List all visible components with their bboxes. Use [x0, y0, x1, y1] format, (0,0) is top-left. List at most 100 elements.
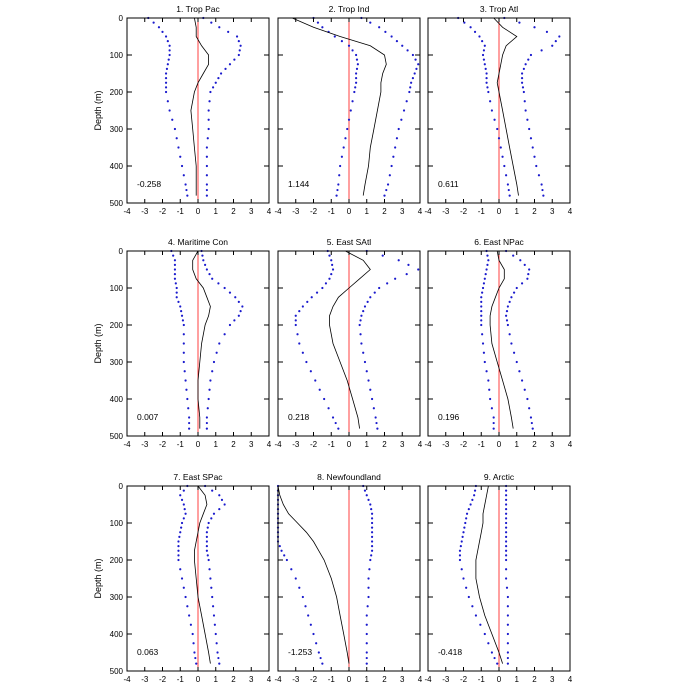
x-tick-label: -4 — [274, 675, 282, 684]
bound-dot — [529, 416, 533, 419]
bound-dot — [205, 531, 208, 534]
bound-dot — [211, 370, 214, 373]
bound-dot — [407, 263, 410, 266]
bound-dot — [506, 642, 509, 645]
bound-dot — [413, 72, 416, 75]
x-tick-label: -2 — [460, 675, 468, 684]
panel-title: 7. East SPac — [173, 472, 223, 482]
x-tick-label: -3 — [292, 675, 300, 684]
bound-dot — [349, 109, 352, 112]
x-tick-label: 3 — [550, 440, 555, 449]
bound-dot — [301, 305, 304, 308]
bound-dot — [480, 319, 483, 322]
bound-dot — [340, 155, 343, 158]
bound-dot — [294, 577, 297, 580]
bound-dot — [505, 498, 508, 501]
bound-dot — [205, 416, 208, 419]
bound-dot — [490, 651, 493, 654]
bound-dot — [186, 194, 189, 197]
bound-dot — [180, 498, 184, 501]
bound-dot — [486, 254, 489, 257]
bound-dot — [202, 259, 205, 262]
bound-dot — [177, 554, 180, 557]
bound-dot — [505, 319, 509, 322]
bound-dot — [482, 351, 486, 354]
x-tick-label: -1 — [328, 440, 336, 449]
y-tick-label: 200 — [110, 321, 124, 330]
bound-dot — [223, 286, 226, 290]
x-tick-label: -3 — [141, 675, 149, 684]
bound-dot — [365, 632, 368, 636]
bound-dot — [366, 605, 369, 608]
bound-dot — [527, 273, 530, 276]
bound-dot — [401, 44, 404, 47]
bound-dot — [328, 254, 331, 257]
mean-profile-line — [329, 250, 371, 429]
x-tick-label: 2 — [382, 207, 387, 216]
bound-dot — [531, 146, 534, 149]
bound-dot — [177, 558, 180, 562]
bound-dot — [333, 35, 336, 38]
bound-dot — [237, 300, 240, 303]
bound-dot — [206, 526, 209, 529]
bound-dot — [365, 662, 368, 665]
bound-dot — [314, 379, 317, 382]
x-tick-label: -1 — [177, 675, 185, 684]
panel-2: 2. Trop Ind -4 -3 -2 -1 0 1 2 3 4 1.144 — [274, 4, 422, 216]
bound-dot — [369, 388, 372, 391]
panel-value-label: 0.063 — [137, 647, 159, 657]
x-tick-label: -3 — [292, 207, 300, 216]
bound-dot — [182, 174, 185, 177]
bound-dot — [484, 273, 487, 276]
bound-dot — [214, 81, 217, 84]
bound-dot — [179, 155, 182, 158]
x-tick-label: 0 — [347, 440, 352, 449]
bound-dot — [321, 286, 324, 290]
bound-dot — [409, 86, 412, 89]
bound-dot — [205, 540, 208, 543]
bound-dot — [394, 277, 397, 280]
x-tick-label: 1 — [515, 207, 520, 216]
bound-dot — [294, 314, 297, 317]
bound-dot — [408, 90, 411, 94]
bound-dot — [354, 86, 357, 89]
bound-dot — [480, 300, 483, 303]
bound-dot — [185, 188, 188, 192]
bound-dot — [355, 53, 358, 57]
bound-dot — [315, 642, 318, 645]
upper-bound-series — [505, 484, 509, 665]
bound-dot — [487, 642, 490, 645]
bound-dot — [505, 568, 508, 571]
bound-dot — [177, 549, 180, 552]
panel-title: 5. East SAtl — [327, 237, 372, 247]
bound-dot — [505, 526, 508, 529]
bound-dot — [205, 421, 208, 425]
x-tick-label: -2 — [310, 207, 318, 216]
bound-dot — [180, 526, 183, 529]
bound-dot — [372, 407, 375, 410]
bound-dot — [168, 53, 171, 57]
bound-dot — [520, 282, 524, 285]
bound-dot — [182, 323, 185, 327]
bound-dot — [171, 118, 174, 121]
panel-value-label: -0.418 — [438, 647, 462, 657]
bound-dot — [369, 296, 372, 299]
bound-dot — [483, 360, 486, 364]
bound-dot — [510, 342, 513, 345]
bound-dot — [522, 90, 525, 94]
y-tick-label: 500 — [110, 667, 124, 676]
bound-dot — [471, 605, 474, 608]
bound-dot — [410, 81, 413, 84]
lower-bound-series — [294, 249, 340, 430]
bound-dot — [192, 642, 195, 645]
bound-dot — [528, 127, 531, 131]
y-tick-label: 200 — [110, 556, 124, 565]
panel-title: 2. Trop Ind — [329, 4, 370, 14]
bound-dot — [305, 360, 308, 364]
lower-bound-series — [170, 249, 191, 430]
bound-dot — [224, 67, 227, 70]
bound-dot — [211, 605, 215, 608]
bound-dot — [384, 30, 387, 33]
x-tick-label: 2 — [532, 207, 537, 216]
bound-dot — [175, 296, 178, 299]
